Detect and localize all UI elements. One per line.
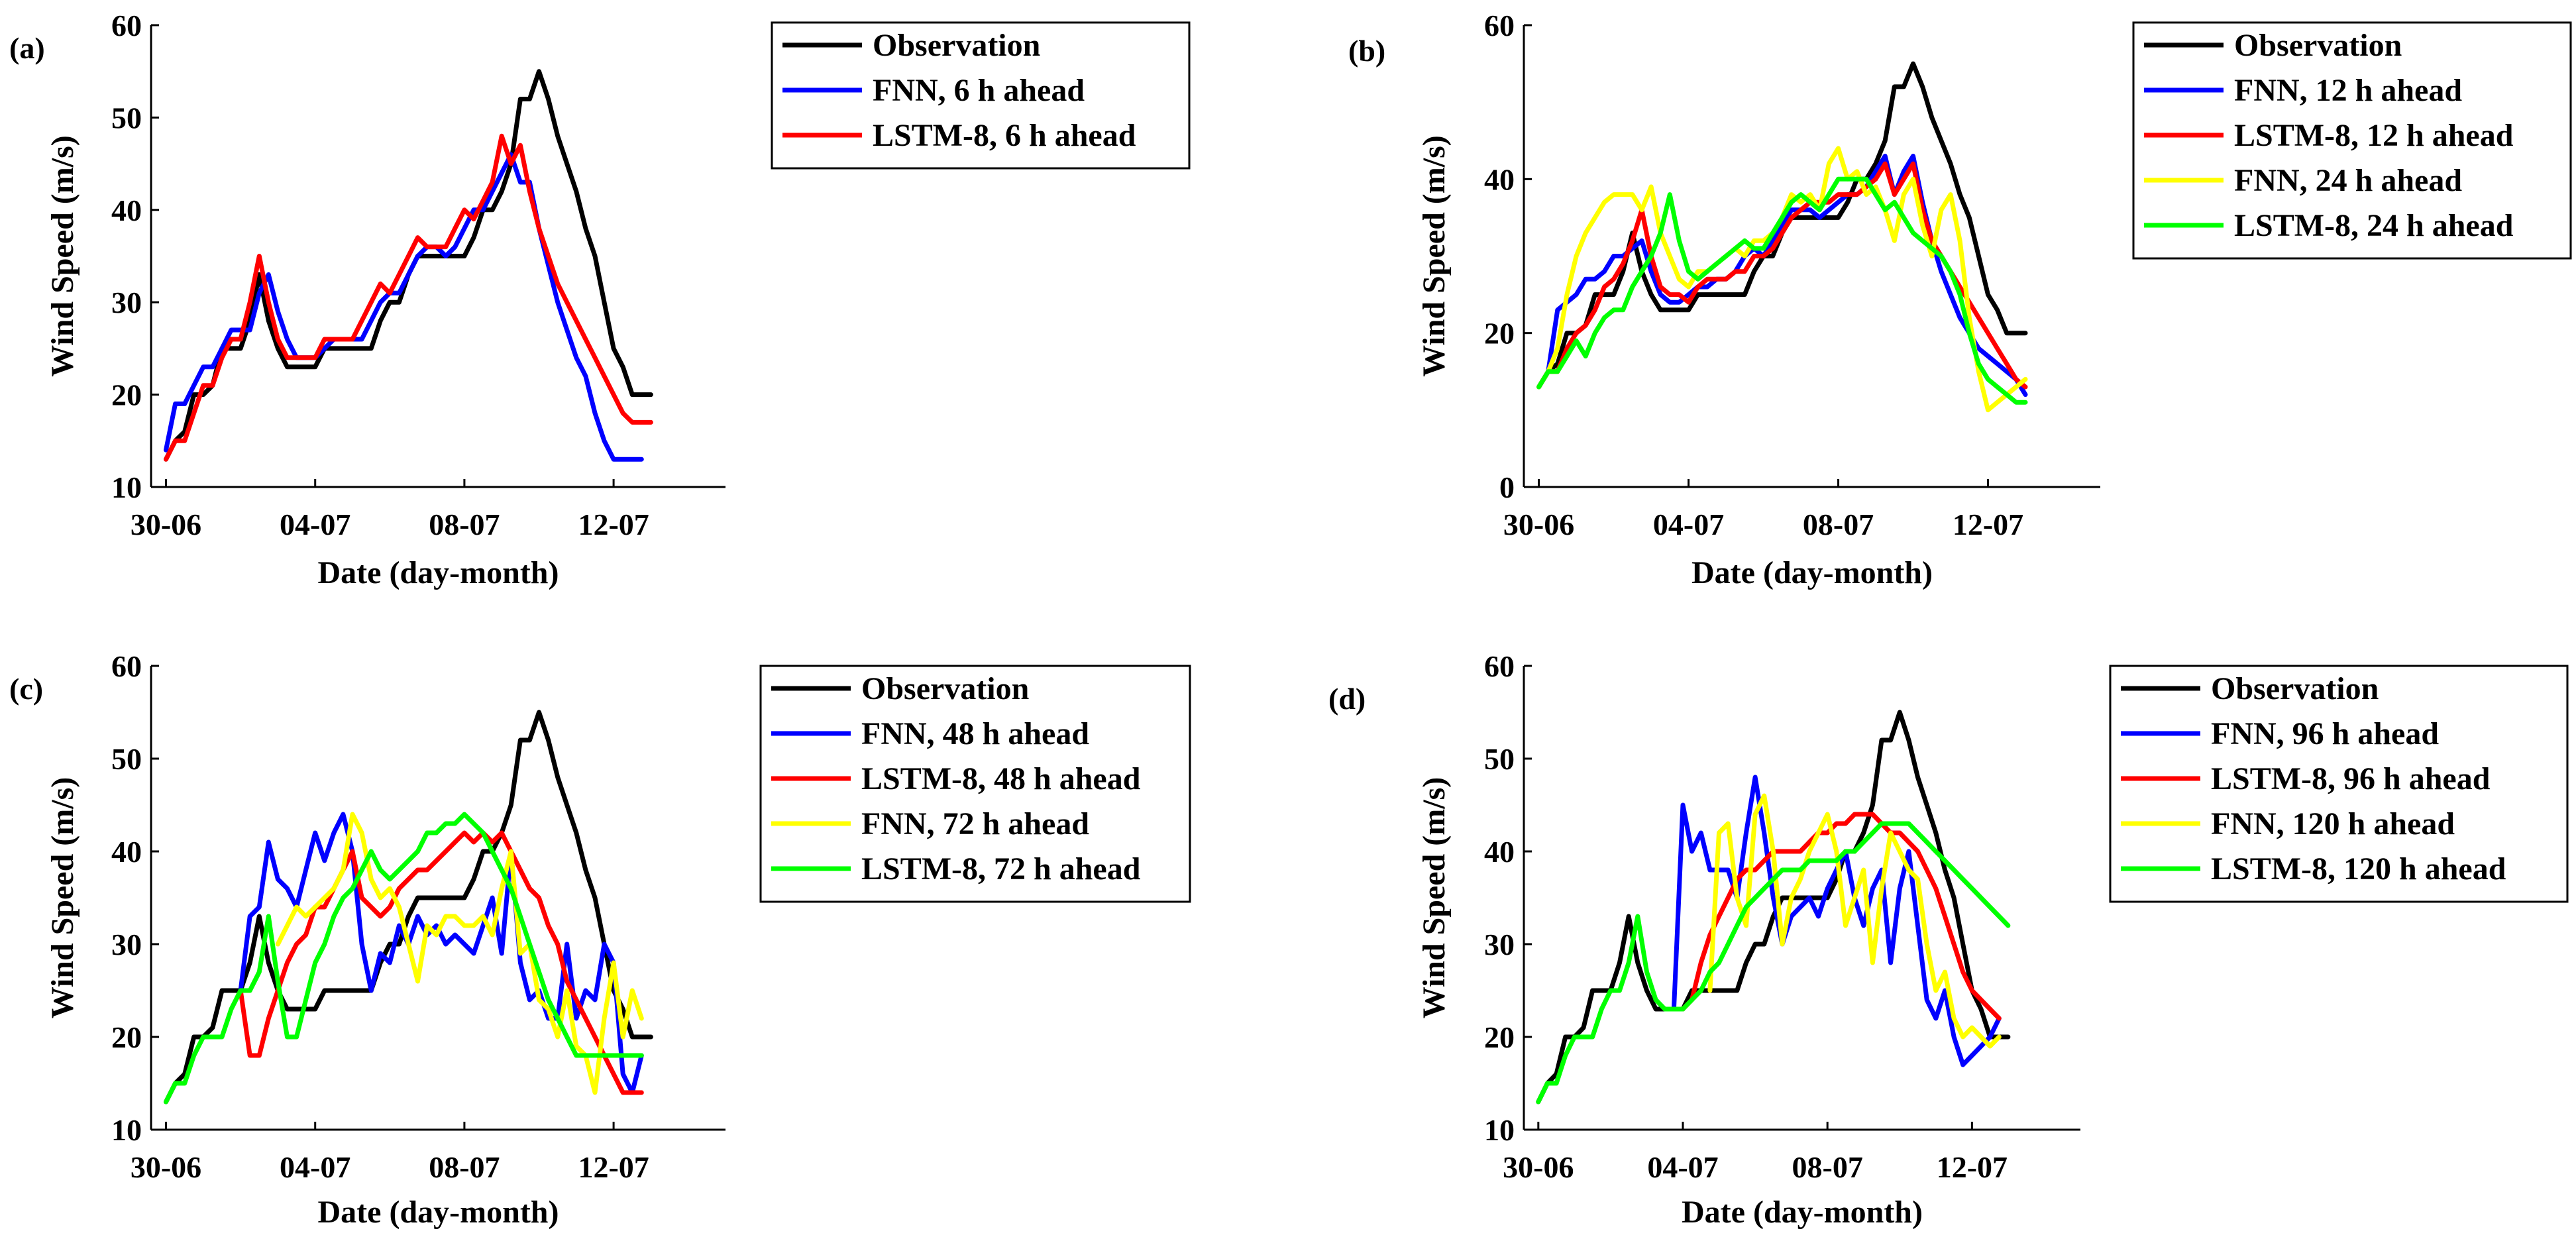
x-tick-label: 30-06 (1503, 508, 1574, 541)
legend-entry: FNN, 12 h ahead (2234, 73, 2462, 108)
y-tick-label: 30 (1484, 928, 1515, 961)
y-tick-label: 40 (1484, 162, 1515, 196)
x-tick-label: 04-07 (280, 1150, 350, 1184)
y-axis-label: Wind Speed (m/s) (45, 777, 80, 1019)
x-tick-label: 12-07 (1953, 508, 2023, 541)
legend: Observation FNN, 6 h ahead LSTM-8, 6 h ahe… (771, 21, 1191, 170)
legend-entry: Observation (2234, 28, 2402, 63)
panel-label: (c) (9, 672, 43, 706)
y-axis-label: Wind Speed (m/s) (1417, 135, 1452, 377)
series-line-lstm-8-24-h-ahead (1536, 176, 2028, 405)
x-tick-label: 04-07 (1653, 508, 1724, 541)
series-line-fnn-48-h-ahead (238, 812, 644, 1095)
y-tick-label: 10 (111, 1113, 142, 1147)
series-line-lstm-8-120-h-ahead (1536, 821, 2011, 1104)
legend-entry: FNN, 6 h ahead (873, 73, 1085, 108)
legend-entry: LSTM-8, 48 h ahead (861, 761, 1141, 796)
x-tick-label: 04-07 (1647, 1150, 1718, 1184)
legend: Observation FNN, 96 h ahead LSTM-8, 96 h a… (2109, 665, 2569, 903)
y-tick-label: 60 (111, 9, 142, 42)
legend-entry: Observation (873, 28, 1040, 63)
series-line-fnn-96-h-ahead (1671, 775, 2002, 1067)
y-tick-label: 50 (111, 742, 142, 776)
legend-box (759, 665, 1191, 903)
panel-label: (a) (9, 31, 45, 65)
y-tick-label: 60 (1484, 9, 1515, 42)
series-line-lstm-8-72-h-ahead (164, 812, 644, 1104)
series-line-observation (1536, 710, 2011, 1104)
y-tick-label: 50 (111, 101, 142, 135)
panel-a: 10 20 30 40 50 60 30-06 04-07 08-07 12-07 Date (da… (9, 9, 1191, 590)
y-tick-label: 40 (111, 193, 142, 227)
y-tick-label: 30 (111, 286, 142, 319)
legend-entry: LSTM-8, 6 h ahead (873, 118, 1136, 153)
x-tick-label: 12-07 (1937, 1150, 2008, 1184)
y-tick-label: 30 (111, 928, 142, 961)
panel-label: (b) (1348, 34, 1385, 68)
legend-entry: Observation (2211, 671, 2379, 706)
x-tick-label: 12-07 (578, 1150, 649, 1184)
legend-entry: FNN, 24 h ahead (2234, 163, 2462, 198)
series-line-fnn-120-h-ahead (1707, 793, 2002, 1049)
y-tick-label: 20 (1484, 1020, 1515, 1054)
legend-entry: LSTM-8, 96 h ahead (2211, 761, 2491, 796)
x-tick-label: 30-06 (131, 508, 201, 541)
x-axis-label: Date (day-month) (1682, 1195, 1923, 1230)
panel-c: 10 20 30 40 50 60 30-06 04-07 08-07 12-07 Date (da… (9, 649, 1191, 1230)
x-axis-label: Date (day-month) (318, 1195, 559, 1230)
y-tick-label: 60 (111, 649, 142, 683)
y-tick-label: 40 (111, 835, 142, 869)
series-line-observation (164, 710, 653, 1104)
legend-entry: LSTM-8, 24 h ahead (2234, 208, 2514, 243)
legend-entry: FNN, 96 h ahead (2211, 716, 2439, 751)
y-tick-label: 20 (111, 378, 142, 412)
legend-entry: FNN, 72 h ahead (861, 806, 1089, 841)
legend-entry: LSTM-8, 72 h ahead (861, 851, 1141, 887)
y-tick-label: 10 (111, 470, 142, 504)
series-line-fnn-72-h-ahead (275, 812, 644, 1095)
y-tick-label: 60 (1484, 649, 1515, 683)
x-tick-label: 12-07 (578, 508, 649, 541)
x-tick-label: 08-07 (1803, 508, 1874, 541)
series-line-lstm-8-96-h-ahead (1671, 812, 2002, 1021)
y-tick-label: 20 (111, 1020, 142, 1054)
panel-b: 0 20 40 60 30-06 04-07 08-07 12-07 Date (day-mon… (1348, 9, 2572, 590)
x-tick-label: 08-07 (429, 1150, 500, 1184)
panel-d: 10 20 30 40 50 60 30-06 04-07 08-07 12-07 Date (da… (1328, 649, 2569, 1230)
y-tick-label: 40 (1484, 835, 1515, 869)
panel-label: (d) (1328, 682, 1366, 716)
series-line-lstm-8-6-h-ahead (164, 133, 653, 462)
legend: Observation FNN, 12 h ahead LSTM-8, 12 h a… (2132, 21, 2572, 260)
series-line-observation (164, 69, 653, 462)
y-tick-label: 10 (1484, 1113, 1515, 1147)
legend-entry: FNN, 120 h ahead (2211, 806, 2455, 841)
y-tick-label: 0 (1499, 470, 1515, 504)
legend-entry: Observation (861, 671, 1029, 706)
legend-entry: LSTM-8, 120 h ahead (2211, 851, 2506, 887)
x-tick-label: 08-07 (429, 508, 500, 541)
y-tick-label: 20 (1484, 317, 1515, 350)
y-axis-label: Wind Speed (m/s) (1417, 777, 1452, 1019)
x-tick-label: 30-06 (131, 1150, 201, 1184)
x-axis-label: Date (day-month) (318, 555, 559, 590)
series-line-fnn-12-h-ahead (1536, 154, 2028, 398)
legend-box (2132, 21, 2572, 260)
x-tick-label: 30-06 (1503, 1150, 1574, 1184)
y-tick-label: 50 (1484, 742, 1515, 776)
legend: Observation FNN, 48 h ahead LSTM-8, 48 h a… (759, 665, 1191, 903)
legend-box (2109, 665, 2569, 903)
x-axis-label: Date (day-month) (1691, 555, 1933, 590)
y-axis-label: Wind Speed (m/s) (45, 135, 80, 377)
series-line-lstm-8-48-h-ahead (238, 830, 644, 1095)
x-tick-label: 04-07 (280, 508, 350, 541)
legend-entry: FNN, 48 h ahead (861, 716, 1089, 751)
x-tick-label: 08-07 (1792, 1150, 1863, 1184)
legend-entry: LSTM-8, 12 h ahead (2234, 118, 2514, 153)
